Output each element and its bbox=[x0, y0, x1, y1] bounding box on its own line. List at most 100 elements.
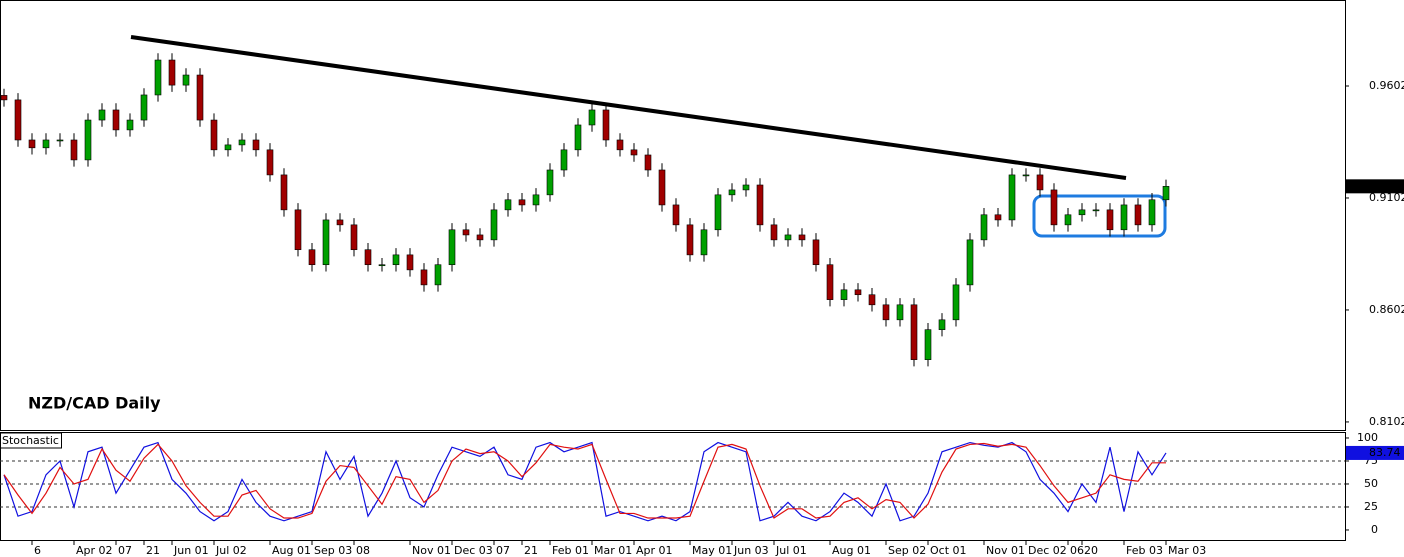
candle-body bbox=[140, 94, 148, 121]
stochastic-line bbox=[3, 441, 1167, 522]
x-tick-label: Feb 01 bbox=[552, 544, 589, 557]
candle-body bbox=[42, 139, 50, 149]
candle-body bbox=[168, 59, 176, 86]
candle-body bbox=[1092, 209, 1100, 212]
x-tick-label: Sep 02 bbox=[888, 544, 926, 557]
candle-body bbox=[84, 119, 92, 161]
x-tick-label: 06 bbox=[1070, 544, 1084, 557]
candle-body bbox=[756, 184, 764, 226]
candle-body bbox=[672, 204, 680, 226]
x-tick-label: Dec 02 bbox=[1028, 544, 1067, 557]
y-tick-label: 100 bbox=[1357, 431, 1378, 444]
x-tick-label: Nov 01 bbox=[412, 544, 451, 557]
candle-body bbox=[1162, 186, 1170, 201]
candle-body bbox=[154, 59, 162, 96]
x-tick-label: Apr 01 bbox=[636, 544, 673, 557]
candle-body bbox=[406, 254, 414, 271]
y-tick-label: 0.8602 bbox=[1369, 303, 1404, 316]
candle-body bbox=[812, 239, 820, 266]
candle-body bbox=[966, 239, 974, 286]
x-tick-label: Jun 01 bbox=[173, 544, 209, 557]
candle-body bbox=[112, 109, 120, 131]
candle-body bbox=[252, 139, 260, 151]
candle-body bbox=[896, 304, 904, 321]
last-value-label: 83.74 bbox=[1369, 446, 1401, 459]
last-price-label: 0.9154 bbox=[1369, 179, 1404, 192]
candle-body bbox=[1120, 204, 1128, 231]
x-tick-label: Feb 03 bbox=[1126, 544, 1163, 557]
x-tick-label: Jul 02 bbox=[215, 544, 247, 557]
candle-body bbox=[882, 304, 890, 321]
candle-body bbox=[658, 169, 666, 206]
candle-body bbox=[210, 119, 218, 151]
x-tick-label: Aug 01 bbox=[832, 544, 871, 557]
candle-body bbox=[504, 199, 512, 211]
candle-body bbox=[644, 154, 652, 171]
candle-body bbox=[840, 289, 848, 300]
candle-body bbox=[308, 249, 316, 266]
candle-body bbox=[602, 109, 610, 141]
candle-body bbox=[1050, 189, 1058, 226]
candle-body bbox=[28, 139, 36, 149]
candle-body bbox=[56, 139, 64, 142]
x-tick-label: 07 bbox=[118, 544, 132, 557]
indicator-label: Stochastic bbox=[2, 434, 59, 447]
x-tick-label: 08 bbox=[356, 544, 370, 557]
candle-body bbox=[560, 149, 568, 171]
candle-body bbox=[434, 264, 442, 286]
x-tick-label: Oct 01 bbox=[930, 544, 967, 557]
x-tick-label: Jun 03 bbox=[733, 544, 769, 557]
candle-body bbox=[1134, 204, 1142, 226]
candle-body bbox=[378, 264, 386, 267]
candle-body bbox=[826, 264, 834, 300]
last-price-box bbox=[1346, 179, 1404, 194]
candle-body bbox=[294, 209, 302, 251]
candle-body bbox=[518, 199, 526, 206]
candle-body bbox=[728, 189, 736, 196]
candle-body bbox=[462, 229, 470, 236]
x-tick-label: Jul 01 bbox=[775, 544, 807, 557]
y-tick-label: 0.8102 bbox=[1369, 415, 1404, 428]
candle-body bbox=[770, 224, 778, 241]
x-tick-label: Mar 03 bbox=[1168, 544, 1206, 557]
candle-body bbox=[322, 219, 330, 266]
candle-body bbox=[392, 254, 400, 266]
candle-body bbox=[938, 319, 946, 330]
range-box bbox=[1032, 194, 1167, 238]
x-tick-label: Nov 01 bbox=[986, 544, 1025, 557]
stochastic-line bbox=[3, 442, 1166, 519]
candle-body bbox=[588, 109, 596, 126]
candle-body bbox=[1078, 209, 1086, 216]
stochastic-pane bbox=[0, 432, 1346, 541]
candle-body bbox=[126, 119, 134, 131]
candle-body bbox=[350, 224, 358, 251]
candle-body bbox=[616, 139, 624, 151]
x-tick-label: 21 bbox=[146, 544, 160, 557]
candle-body bbox=[910, 304, 918, 360]
chart-title: NZD/CAD Daily bbox=[28, 394, 161, 413]
y-tick-label: 0.9602 bbox=[1369, 79, 1404, 92]
y-tick-label: 25 bbox=[1364, 500, 1378, 513]
candle-body bbox=[238, 139, 246, 146]
last-value-box bbox=[1346, 445, 1404, 460]
candle-body bbox=[420, 269, 428, 286]
y-tick-label: 50 bbox=[1364, 477, 1378, 490]
candle-body bbox=[196, 74, 204, 121]
x-tick-label: 6 bbox=[34, 544, 41, 557]
candle-body bbox=[532, 194, 540, 206]
candle-body bbox=[714, 194, 722, 231]
x-tick-label: 21 bbox=[524, 544, 538, 557]
x-tick-label: Apr 02 bbox=[76, 544, 113, 557]
candle-body bbox=[854, 289, 862, 296]
candle-body bbox=[476, 234, 484, 241]
trend-line bbox=[130, 35, 1127, 180]
candle-body bbox=[994, 214, 1002, 221]
x-tick-label: 07 bbox=[496, 544, 510, 557]
x-tick-label: Mar 01 bbox=[594, 544, 632, 557]
candle-body bbox=[700, 229, 708, 256]
candle-body bbox=[336, 219, 344, 226]
x-tick-label: Dec 03 bbox=[454, 544, 493, 557]
candle-body bbox=[798, 234, 806, 241]
candle-body bbox=[224, 144, 232, 151]
